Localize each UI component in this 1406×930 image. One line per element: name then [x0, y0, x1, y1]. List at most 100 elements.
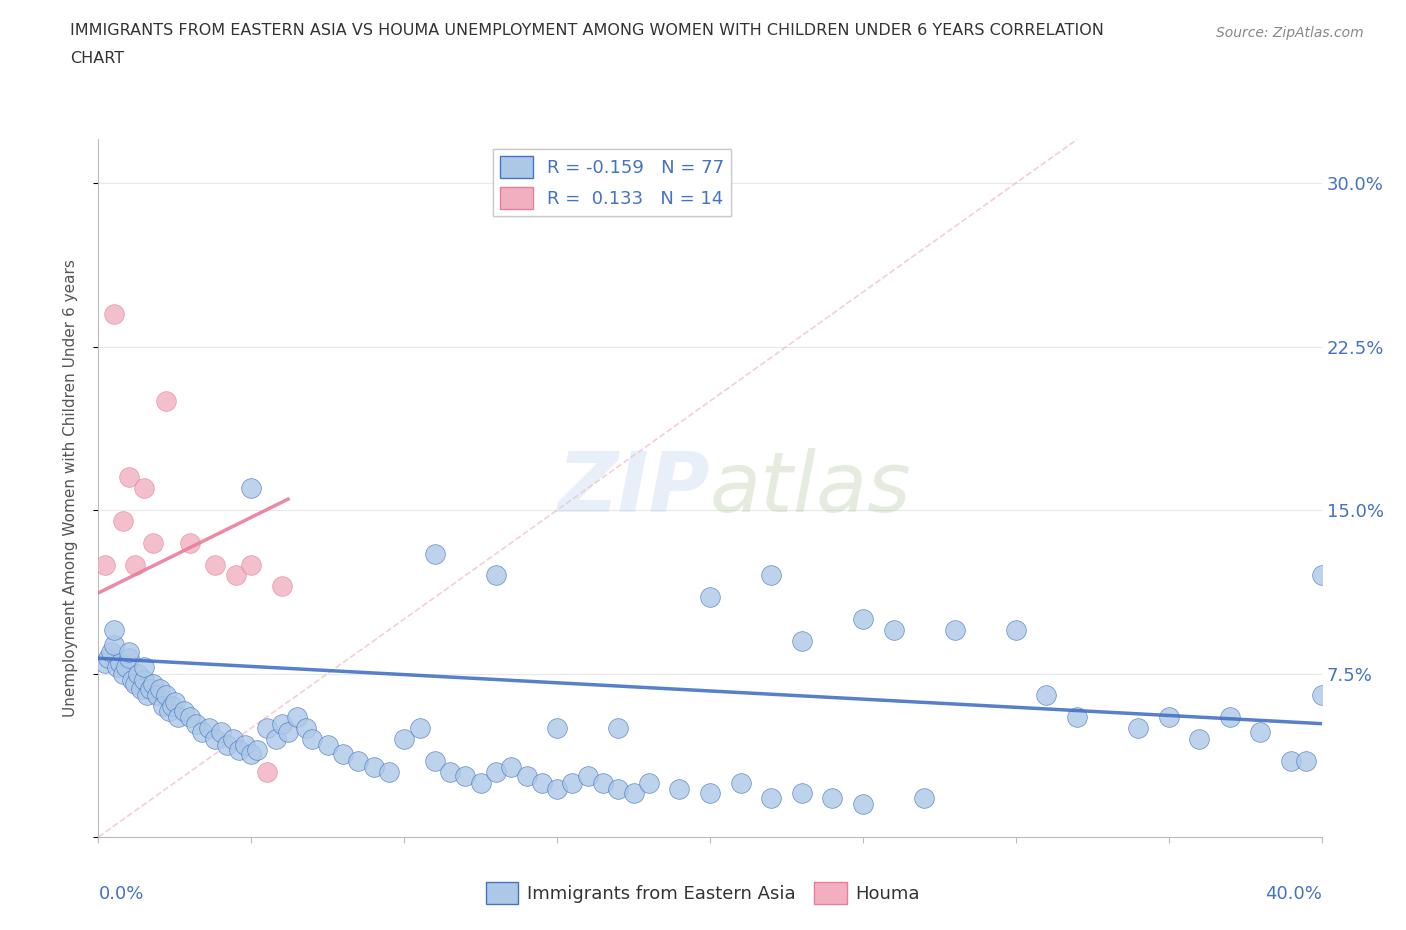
Point — [103, 622, 125, 637]
Point — [501, 760, 523, 775]
Point — [163, 695, 186, 710]
Point — [134, 672, 156, 687]
Y-axis label: Unemployment Among Women with Children Under 6 years: Unemployment Among Women with Children U… — [63, 259, 77, 717]
Point — [623, 786, 645, 801]
Point — [576, 768, 599, 783]
Point — [277, 725, 299, 740]
Point — [118, 644, 141, 659]
Point — [115, 659, 138, 674]
Point — [1128, 721, 1150, 736]
Point — [1249, 725, 1271, 740]
Legend: Immigrants from Eastern Asia, Houma: Immigrants from Eastern Asia, Houma — [478, 875, 928, 911]
Point — [111, 513, 134, 528]
Point — [134, 659, 156, 674]
Point — [240, 481, 263, 496]
Point — [607, 781, 630, 796]
Point — [347, 753, 370, 768]
Point — [127, 666, 149, 681]
Point — [145, 688, 167, 703]
Point — [408, 721, 430, 736]
Point — [790, 786, 813, 801]
Text: IMMIGRANTS FROM EASTERN ASIA VS HOUMA UNEMPLOYMENT AMONG WOMEN WITH CHILDREN UND: IMMIGRANTS FROM EASTERN ASIA VS HOUMA UN… — [70, 23, 1104, 38]
Point — [561, 775, 583, 790]
Point — [1310, 568, 1333, 583]
Point — [1004, 622, 1026, 637]
Point — [363, 760, 385, 775]
Point — [142, 677, 165, 692]
Point — [204, 557, 226, 572]
Point — [204, 732, 226, 747]
Point — [332, 747, 354, 762]
Point — [149, 682, 172, 697]
Text: CHART: CHART — [70, 51, 124, 66]
Point — [439, 764, 461, 779]
Point — [93, 557, 115, 572]
Point — [197, 721, 219, 736]
Point — [423, 753, 446, 768]
Point — [759, 790, 782, 805]
Point — [167, 710, 190, 724]
Point — [191, 725, 214, 740]
Point — [111, 666, 134, 681]
Point — [270, 716, 292, 731]
Point — [256, 764, 278, 779]
Point — [118, 651, 141, 666]
Point — [759, 568, 782, 583]
Point — [301, 732, 323, 747]
Point — [516, 768, 538, 783]
Point — [454, 768, 477, 783]
Point — [240, 557, 263, 572]
Point — [233, 738, 256, 753]
Point — [1310, 688, 1333, 703]
Point — [316, 738, 339, 753]
Point — [1066, 710, 1088, 724]
Legend: R = -0.159   N = 77, R =  0.133   N = 14: R = -0.159 N = 77, R = 0.133 N = 14 — [494, 149, 731, 216]
Point — [93, 656, 115, 671]
Point — [392, 732, 416, 747]
Point — [228, 742, 250, 757]
Point — [157, 703, 180, 718]
Point — [790, 633, 813, 648]
Point — [1279, 753, 1302, 768]
Point — [256, 721, 278, 736]
Point — [209, 725, 232, 740]
Point — [699, 786, 721, 801]
Point — [97, 651, 120, 666]
Point — [124, 557, 146, 572]
Point — [1188, 732, 1211, 747]
Point — [546, 781, 568, 796]
Point — [142, 536, 165, 551]
Point — [530, 775, 553, 790]
Point — [124, 677, 146, 692]
Point — [103, 307, 125, 322]
Point — [215, 738, 238, 753]
Point — [852, 797, 875, 812]
Point — [240, 747, 263, 762]
Point — [139, 682, 162, 697]
Point — [129, 682, 152, 697]
Point — [136, 688, 159, 703]
Point — [821, 790, 844, 805]
Point — [883, 622, 905, 637]
Text: 0.0%: 0.0% — [98, 885, 143, 903]
Point — [607, 721, 630, 736]
Point — [264, 732, 287, 747]
Point — [155, 393, 177, 408]
Point — [1157, 710, 1180, 724]
Point — [155, 688, 177, 703]
Point — [730, 775, 752, 790]
Point — [423, 546, 446, 561]
Point — [1219, 710, 1241, 724]
Point — [108, 656, 131, 671]
Point — [1295, 753, 1317, 768]
Text: Source: ZipAtlas.com: Source: ZipAtlas.com — [1216, 26, 1364, 40]
Point — [546, 721, 568, 736]
Point — [270, 578, 292, 593]
Point — [912, 790, 935, 805]
Point — [668, 781, 690, 796]
Point — [100, 644, 122, 659]
Point — [222, 732, 245, 747]
Point — [105, 659, 128, 674]
Point — [592, 775, 614, 790]
Point — [134, 481, 156, 496]
